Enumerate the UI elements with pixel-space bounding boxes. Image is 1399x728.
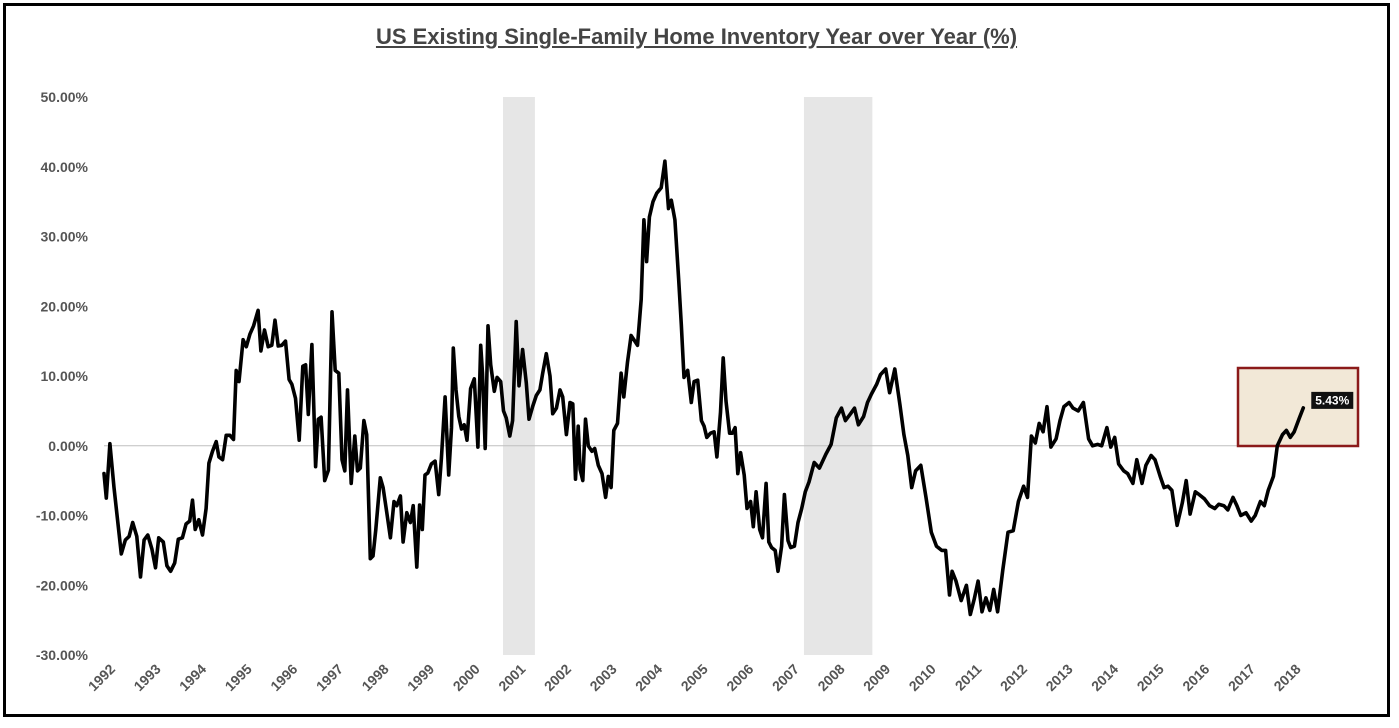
x-tick-label: 2001 <box>495 661 528 694</box>
chart-title: US Existing Single-Family Home Inventory… <box>375 24 1018 49</box>
x-tick-label: 1993 <box>130 661 163 694</box>
x-tick-label: 2004 <box>632 661 665 694</box>
y-tick-label: -30.00% <box>36 647 89 663</box>
x-tick-label: 1998 <box>358 661 391 694</box>
y-tick-label: 50.00% <box>41 89 89 105</box>
y-tick-label: 40.00% <box>41 159 89 175</box>
callout-value-label: 5.43% <box>1315 393 1349 407</box>
x-tick-label: 2000 <box>450 661 483 694</box>
x-tick-label: 1995 <box>222 661 255 694</box>
y-axis: 50.00% 40.00% 30.00% 20.00% 10.00% 0.00% -10.0… <box>36 89 89 663</box>
x-tick-label: 2014 <box>1088 661 1121 694</box>
x-tick-label: 2009 <box>860 661 893 694</box>
x-tick-label: 1994 <box>176 661 209 694</box>
x-tick-label: 2002 <box>541 661 574 694</box>
x-tick-label: 2008 <box>814 661 847 694</box>
x-tick-label: 2018 <box>1270 661 1303 694</box>
series-line-inventory-yoy <box>102 159 1306 617</box>
y-tick-label: 30.00% <box>41 229 89 245</box>
y-tick-label: -10.00% <box>36 508 89 524</box>
x-tick-label: 2003 <box>586 661 619 694</box>
x-tick-label: 1999 <box>404 661 437 694</box>
x-tick-label: 2007 <box>769 661 802 694</box>
callout-label: 5.43% <box>1311 391 1354 409</box>
y-tick-label: 0.00% <box>48 438 88 454</box>
x-tick-label: 1992 <box>85 661 118 694</box>
y-tick-label: -20.00% <box>36 577 89 593</box>
x-tick-label: 2012 <box>997 661 1030 694</box>
x-tick-label: 2015 <box>1134 661 1167 694</box>
x-axis: 1992 1993 1994 1995 1996 1997 1998 1999 2000 2001… <box>85 661 1304 694</box>
x-tick-label: 2017 <box>1225 661 1258 694</box>
x-tick-label: 2016 <box>1179 661 1212 694</box>
chart-frame <box>3 3 1390 717</box>
recession-shading <box>503 97 873 655</box>
y-tick-label: 20.00% <box>41 298 89 314</box>
x-tick-label: 2006 <box>723 661 756 694</box>
callout-label-bg <box>1311 391 1354 409</box>
x-tick-label: 1997 <box>313 661 346 694</box>
x-tick-label: 2013 <box>1042 661 1075 694</box>
x-tick-label: 1996 <box>267 661 300 694</box>
x-tick-label: 2010 <box>906 661 939 694</box>
x-tick-label: 2011 <box>952 661 985 694</box>
x-tick-label: 2005 <box>678 661 711 694</box>
y-tick-label: 10.00% <box>41 368 89 384</box>
recession-band-2 <box>803 97 873 655</box>
